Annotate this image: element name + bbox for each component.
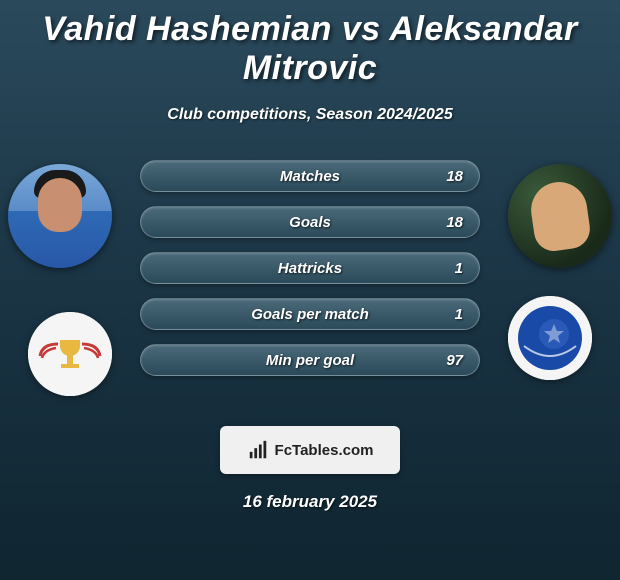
watermark-text: FcTables.com (275, 442, 374, 459)
player-left-avatar (8, 164, 112, 268)
stat-row-gpm: Goals per match 1 (140, 298, 480, 330)
stat-row-mpg: Min per goal 97 (140, 344, 480, 376)
page-title: Vahid Hashemian vs Aleksandar Mitrovic (0, 0, 620, 88)
comparison-block: Matches 18 Goals 18 Hattricks 1 Goals pe… (0, 152, 620, 402)
stat-row-hattricks: Hattricks 1 (140, 252, 480, 284)
chart-icon (247, 439, 269, 461)
stat-right-value: 18 (446, 161, 463, 193)
stat-right-value: 1 (455, 299, 463, 331)
stat-label: Hattricks (141, 253, 479, 285)
stat-label: Goals per match (141, 299, 479, 331)
club-left-logo (28, 312, 112, 396)
stat-row-matches: Matches 18 (140, 160, 480, 192)
watermark-badge: FcTables.com (220, 426, 400, 474)
stats-list: Matches 18 Goals 18 Hattricks 1 Goals pe… (140, 160, 480, 390)
stat-right-value: 18 (446, 207, 463, 239)
subtitle: Club competitions, Season 2024/2025 (0, 106, 620, 124)
stat-right-value: 1 (455, 253, 463, 285)
stat-row-goals: Goals 18 (140, 206, 480, 238)
player-right-avatar (508, 164, 612, 268)
club-right-logo (508, 296, 592, 380)
stat-label: Goals (141, 207, 479, 239)
stat-label: Matches (141, 161, 479, 193)
stat-right-value: 97 (446, 345, 463, 377)
snapshot-date: 16 february 2025 (0, 492, 620, 512)
stat-label: Min per goal (141, 345, 479, 377)
